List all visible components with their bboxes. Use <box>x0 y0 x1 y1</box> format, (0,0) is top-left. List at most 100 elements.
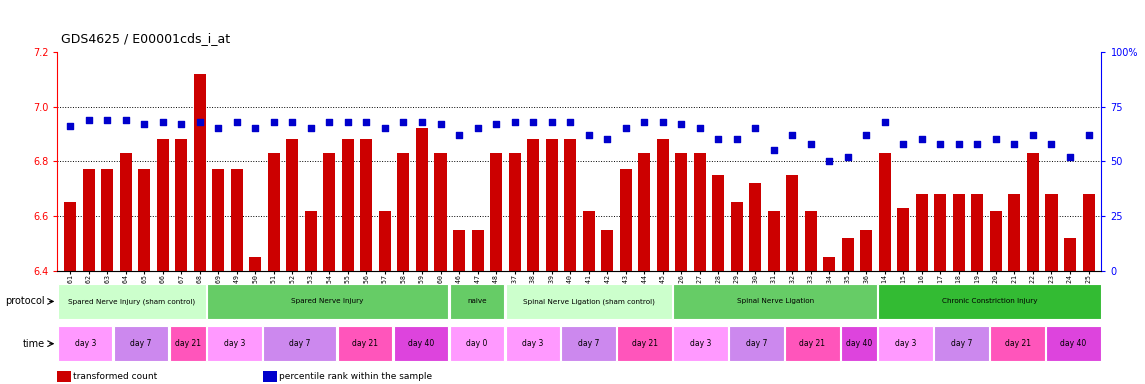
Point <box>765 147 783 154</box>
Bar <box>768 210 780 384</box>
Bar <box>416 129 428 384</box>
Text: day 21: day 21 <box>352 339 378 348</box>
Bar <box>583 210 594 384</box>
Point <box>432 121 450 127</box>
Bar <box>842 238 854 384</box>
Point <box>579 132 598 138</box>
Bar <box>194 74 206 384</box>
Point <box>838 154 856 160</box>
Bar <box>169 326 206 361</box>
Point <box>876 119 894 125</box>
Point <box>894 141 913 147</box>
Point <box>191 119 210 125</box>
Bar <box>916 194 927 384</box>
Bar <box>379 210 390 384</box>
Bar <box>508 153 521 384</box>
Bar <box>450 284 504 319</box>
Point <box>413 119 432 125</box>
Point <box>949 141 968 147</box>
Point <box>616 126 634 132</box>
Bar <box>305 210 317 384</box>
Bar <box>1082 194 1095 384</box>
Bar <box>175 139 188 384</box>
Bar <box>638 153 650 384</box>
Point <box>339 119 357 125</box>
Point <box>987 136 1005 142</box>
Point <box>524 119 543 125</box>
Bar <box>878 284 1100 319</box>
Point <box>913 136 931 142</box>
Text: day 3: day 3 <box>895 339 916 348</box>
Point <box>505 119 523 125</box>
Bar <box>120 153 132 384</box>
Point <box>598 136 616 142</box>
Bar <box>657 139 669 384</box>
Text: protocol: protocol <box>5 296 45 306</box>
Bar <box>619 169 632 384</box>
Text: day 40: day 40 <box>408 339 434 348</box>
Bar <box>207 284 448 319</box>
Bar <box>787 175 798 384</box>
Text: day 7: day 7 <box>951 339 972 348</box>
Bar <box>250 257 261 384</box>
Bar <box>338 326 392 361</box>
Point <box>858 132 876 138</box>
Point <box>264 119 283 125</box>
Bar <box>564 139 576 384</box>
Bar <box>101 169 113 384</box>
Text: day 7: day 7 <box>745 339 767 348</box>
Point <box>727 136 745 142</box>
Bar <box>545 139 558 384</box>
Point <box>635 119 654 125</box>
Bar <box>114 326 168 361</box>
Bar <box>934 326 989 361</box>
Bar <box>139 169 150 384</box>
Bar <box>527 139 539 384</box>
Bar <box>731 202 743 384</box>
Text: Spinal Nerve Ligation (sham control): Spinal Nerve Ligation (sham control) <box>523 298 655 305</box>
Bar <box>805 210 816 384</box>
Text: percentile rank within the sample: percentile rank within the sample <box>279 372 433 381</box>
Bar <box>263 326 337 361</box>
Bar <box>898 208 909 384</box>
Point <box>283 119 301 125</box>
Point <box>228 119 246 125</box>
Point <box>654 119 672 125</box>
Bar <box>58 326 112 361</box>
Point <box>931 141 949 147</box>
Bar <box>860 230 872 384</box>
Text: day 7: day 7 <box>578 339 599 348</box>
Point <box>487 121 505 127</box>
Text: transformed count: transformed count <box>73 372 158 381</box>
Bar <box>694 153 705 384</box>
Bar <box>361 139 372 384</box>
Bar <box>453 230 465 384</box>
Text: day 21: day 21 <box>799 339 826 348</box>
Point <box>376 126 394 132</box>
Bar <box>823 257 836 384</box>
Point <box>783 132 802 138</box>
Bar <box>434 153 447 384</box>
Point <box>1024 132 1042 138</box>
Bar <box>342 139 354 384</box>
Bar <box>268 153 279 384</box>
Bar <box>1064 238 1076 384</box>
Text: day 21: day 21 <box>632 339 657 348</box>
Point <box>321 119 339 125</box>
Point <box>246 126 264 132</box>
Bar <box>712 175 725 384</box>
Bar <box>490 153 502 384</box>
Point <box>802 141 820 147</box>
Bar <box>506 326 560 361</box>
Text: day 40: day 40 <box>846 339 872 348</box>
Bar <box>729 326 783 361</box>
Point <box>210 126 228 132</box>
Point <box>690 126 709 132</box>
Bar <box>934 194 947 384</box>
Point <box>450 132 468 138</box>
Bar <box>617 326 672 361</box>
Bar <box>879 153 891 384</box>
Bar <box>472 230 483 384</box>
Text: day 7: day 7 <box>131 339 152 348</box>
Bar <box>64 202 77 384</box>
